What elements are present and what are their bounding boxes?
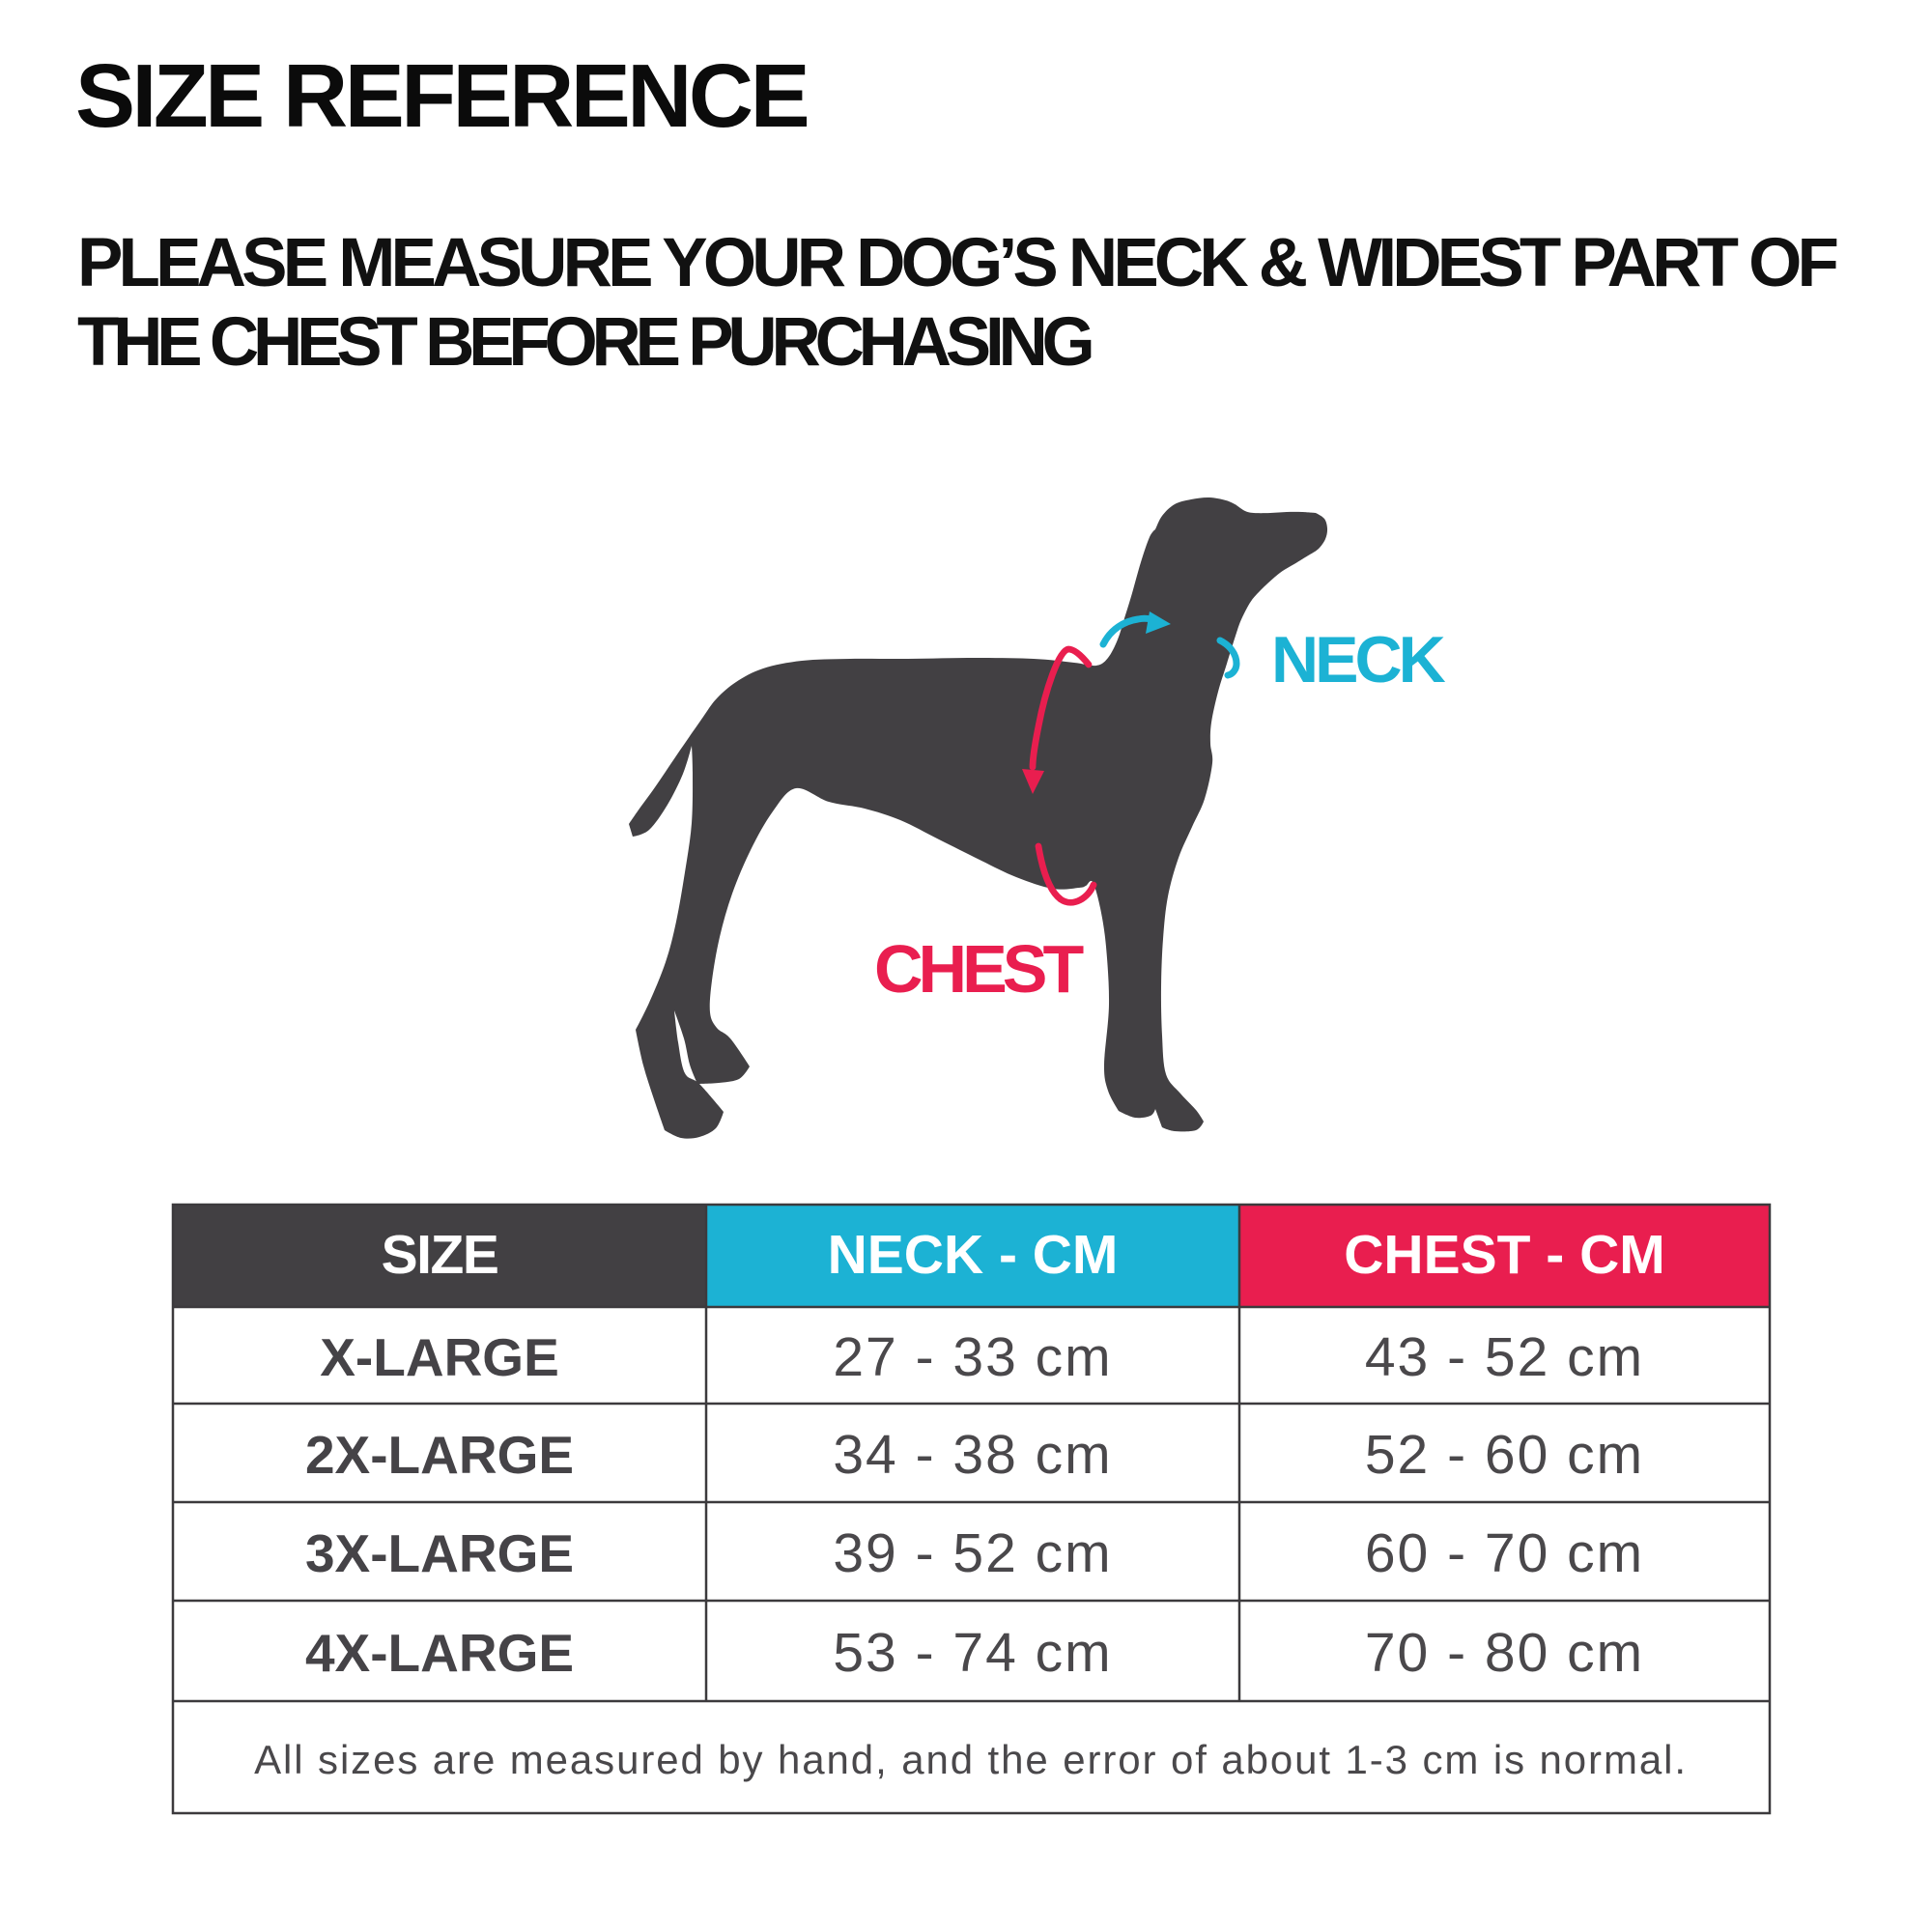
svg-text:34 - 38 cm: 34 - 38 cm [833,1424,1112,1486]
svg-text:2X-LARGE: 2X-LARGE [305,1425,574,1485]
svg-text:SIZE: SIZE [382,1224,498,1286]
svg-text:60 - 70 cm: 60 - 70 cm [1365,1522,1644,1584]
svg-text:THE CHEST BEFORE PURCHASING: THE CHEST BEFORE PURCHASING [77,304,1092,381]
svg-text:NECK - CM: NECK - CM [828,1224,1119,1286]
svg-text:CHEST - CM: CHEST - CM [1344,1224,1664,1286]
svg-text:4X-LARGE: 4X-LARGE [305,1623,574,1683]
svg-text:70 - 80 cm: 70 - 80 cm [1365,1622,1644,1684]
svg-text:53 - 74 cm: 53 - 74 cm [833,1622,1112,1684]
svg-text:All sizes are measured by hand: All sizes are measured by hand, and the … [254,1737,1688,1782]
svg-text:NECK: NECK [1271,623,1446,696]
svg-text:3X-LARGE: 3X-LARGE [305,1523,574,1583]
svg-text:PLEASE MEASURE YOUR DOG’S NECK: PLEASE MEASURE YOUR DOG’S NECK & WIDEST … [77,225,1837,301]
svg-text:39 - 52 cm: 39 - 52 cm [833,1522,1112,1584]
svg-text:27 - 33 cm: 27 - 33 cm [833,1326,1112,1388]
svg-text:52 - 60 cm: 52 - 60 cm [1365,1424,1644,1486]
svg-text:43 - 52 cm: 43 - 52 cm [1365,1326,1644,1388]
svg-text:CHEST: CHEST [874,931,1083,1007]
svg-text:X-LARGE: X-LARGE [320,1327,559,1387]
svg-text:SIZE REFERENCE: SIZE REFERENCE [75,45,808,146]
